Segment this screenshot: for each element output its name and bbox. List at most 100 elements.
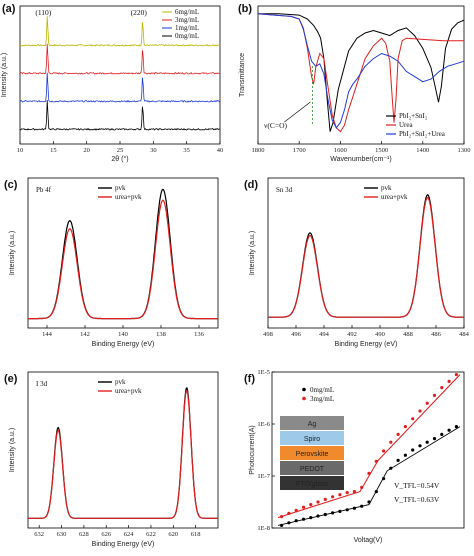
- panel-title: Sn 3d: [276, 186, 293, 194]
- legend-label: 1mg/mL: [175, 24, 199, 32]
- data-point: [382, 449, 386, 453]
- series-line-3mg/mL: [19, 43, 221, 75]
- x-tick-label: 494: [319, 331, 330, 338]
- annotation-arrow: [284, 101, 311, 123]
- device-layer: [280, 431, 344, 445]
- legend-label: PbI₂+SnI₂+Urea: [399, 130, 446, 138]
- x-tick-label: 30: [150, 147, 157, 154]
- data-point: [411, 448, 415, 452]
- y-axis-label: Intensity (a.u.): [9, 231, 16, 275]
- panel-a: (a) 10 15 20 25 30 35 40 2θ (°) Intensity (a.u.) (…: [1, 3, 223, 163]
- data-point: [418, 409, 422, 413]
- legend-swatch: [302, 396, 306, 401]
- x-tick-label: 1800: [252, 147, 265, 154]
- device-layer-label: PEDOT: [300, 466, 325, 473]
- x-tick-label: 626: [101, 531, 112, 538]
- plot-frame: [267, 177, 465, 329]
- x-tick-label: 25: [117, 147, 124, 154]
- data-point: [432, 393, 437, 397]
- series-line-Urea: [257, 13, 464, 133]
- data-point: [396, 458, 400, 462]
- panel-label: (a): [2, 3, 16, 15]
- legend-label: 3mg/mL: [175, 16, 199, 24]
- y-axis-label: Intensity (a.u.): [249, 231, 256, 275]
- device-layer-label: Ag: [308, 421, 317, 428]
- peak-annotation: (220): [131, 8, 148, 17]
- data-point: [447, 379, 451, 383]
- x-tick-label: 624: [124, 531, 135, 538]
- x-tick-label: 35: [183, 147, 190, 154]
- series-line-1mg/mL: [19, 72, 221, 103]
- x-tick-label: 1500: [375, 147, 388, 154]
- data-point: [447, 428, 451, 432]
- panel-label: (e): [4, 373, 18, 385]
- data-point: [454, 373, 458, 377]
- series-line-PbI₂+SnI₂+Urea: [257, 13, 465, 129]
- mode-annotation: ν(C=O): [264, 121, 288, 130]
- x-tick-label: 1300: [458, 147, 471, 154]
- x-tick-label: 622: [146, 531, 156, 538]
- data-point: [396, 432, 400, 436]
- device-layer: [280, 476, 344, 490]
- x-tick-label: 15: [50, 147, 57, 154]
- panel-label: (b): [238, 3, 252, 15]
- panel-b: (b) 1800 1700 1600 1500 1400 1300 Wavenumber(cm…: [238, 3, 471, 163]
- y-tick-label: 1E-6: [257, 421, 270, 428]
- data-point: [331, 495, 335, 499]
- data-point: [411, 417, 415, 421]
- legend-label: pvk: [381, 184, 392, 192]
- x-axis-label: Binding Energy (eV): [92, 341, 155, 348]
- x-tick-label: 632: [34, 531, 44, 538]
- x-tick-label: 620: [168, 531, 178, 538]
- y-axis-label: Transmittance: [239, 53, 246, 97]
- y-tick-label: 1E-7: [257, 473, 270, 480]
- x-tick-label: 144: [42, 331, 53, 338]
- data-point: [316, 500, 320, 504]
- data-point: [454, 425, 458, 429]
- x-tick-label: 630: [57, 531, 67, 538]
- panel-label: (c): [4, 179, 18, 191]
- series-line-urea+pvk: [28, 199, 218, 320]
- x-axis-label: Binding Energy (eV): [92, 541, 155, 548]
- x-tick-label: 20: [83, 147, 90, 154]
- legend-label: urea+pvk: [115, 193, 142, 201]
- legend-label: 6mg/mL: [175, 8, 199, 16]
- panel-c: (c) 144 142 140 138 136 Binding Energy (eV) Int…: [4, 177, 219, 348]
- data-point: [432, 437, 437, 441]
- data-point: [338, 493, 342, 497]
- data-point: [440, 386, 444, 390]
- x-tick-label: 40: [217, 147, 224, 154]
- peak-annotation: (110): [35, 8, 51, 17]
- device-layer-label: Perovskite: [296, 451, 329, 458]
- vtfl-annotation: V_TFL=0.63V: [394, 495, 440, 504]
- legend-label: urea+pvk: [381, 193, 408, 201]
- x-tick-label: 1700: [293, 147, 306, 154]
- plot-frame: [257, 5, 465, 145]
- x-tick-label: 1600: [334, 147, 347, 154]
- data-point: [418, 444, 422, 448]
- x-tick-label: 484: [459, 331, 470, 338]
- x-tick-label: 496: [291, 331, 302, 338]
- x-tick-label: 492: [347, 331, 357, 338]
- y-axis-label: Intensity (a.u.): [9, 428, 16, 472]
- legend-swatch: [302, 387, 306, 392]
- fit-line: [277, 426, 461, 526]
- device-layer-label: Spiro: [304, 436, 320, 443]
- data-point: [323, 497, 327, 501]
- data-point: [389, 440, 393, 444]
- x-tick-label: 486: [431, 331, 442, 338]
- panel-title: I 3d: [36, 380, 48, 388]
- x-tick-label: 498: [263, 331, 273, 338]
- y-tick-label: 1E-5: [257, 369, 270, 376]
- x-tick-label: 618: [191, 531, 201, 538]
- x-tick-label: 140: [118, 331, 128, 338]
- data-point: [440, 432, 444, 436]
- legend-label: 3mg/mL: [310, 395, 334, 403]
- y-tick-label: 1E-8: [257, 525, 270, 532]
- panel-e: (e) 632 630 628 626 624 622 620 618 Binding Energ…: [4, 371, 219, 548]
- panel-label: (d): [244, 179, 258, 191]
- series-line-PbI₂+SnI₂: [258, 13, 465, 132]
- x-tick-label: 138: [156, 331, 166, 338]
- vtfl-annotation: V_TFL=0.54V: [394, 481, 440, 490]
